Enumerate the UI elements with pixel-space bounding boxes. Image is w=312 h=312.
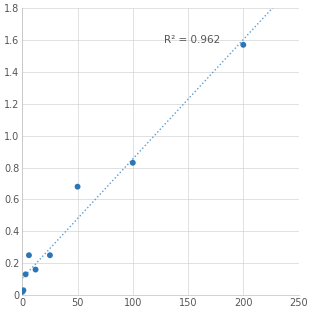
Point bbox=[241, 42, 246, 47]
Point bbox=[33, 267, 38, 272]
Text: R² = 0.962: R² = 0.962 bbox=[164, 35, 220, 45]
Point bbox=[23, 272, 28, 277]
Point bbox=[20, 289, 25, 294]
Point bbox=[75, 184, 80, 189]
Point bbox=[47, 253, 52, 258]
Point bbox=[130, 160, 135, 165]
Point bbox=[27, 253, 32, 258]
Point bbox=[21, 288, 26, 293]
